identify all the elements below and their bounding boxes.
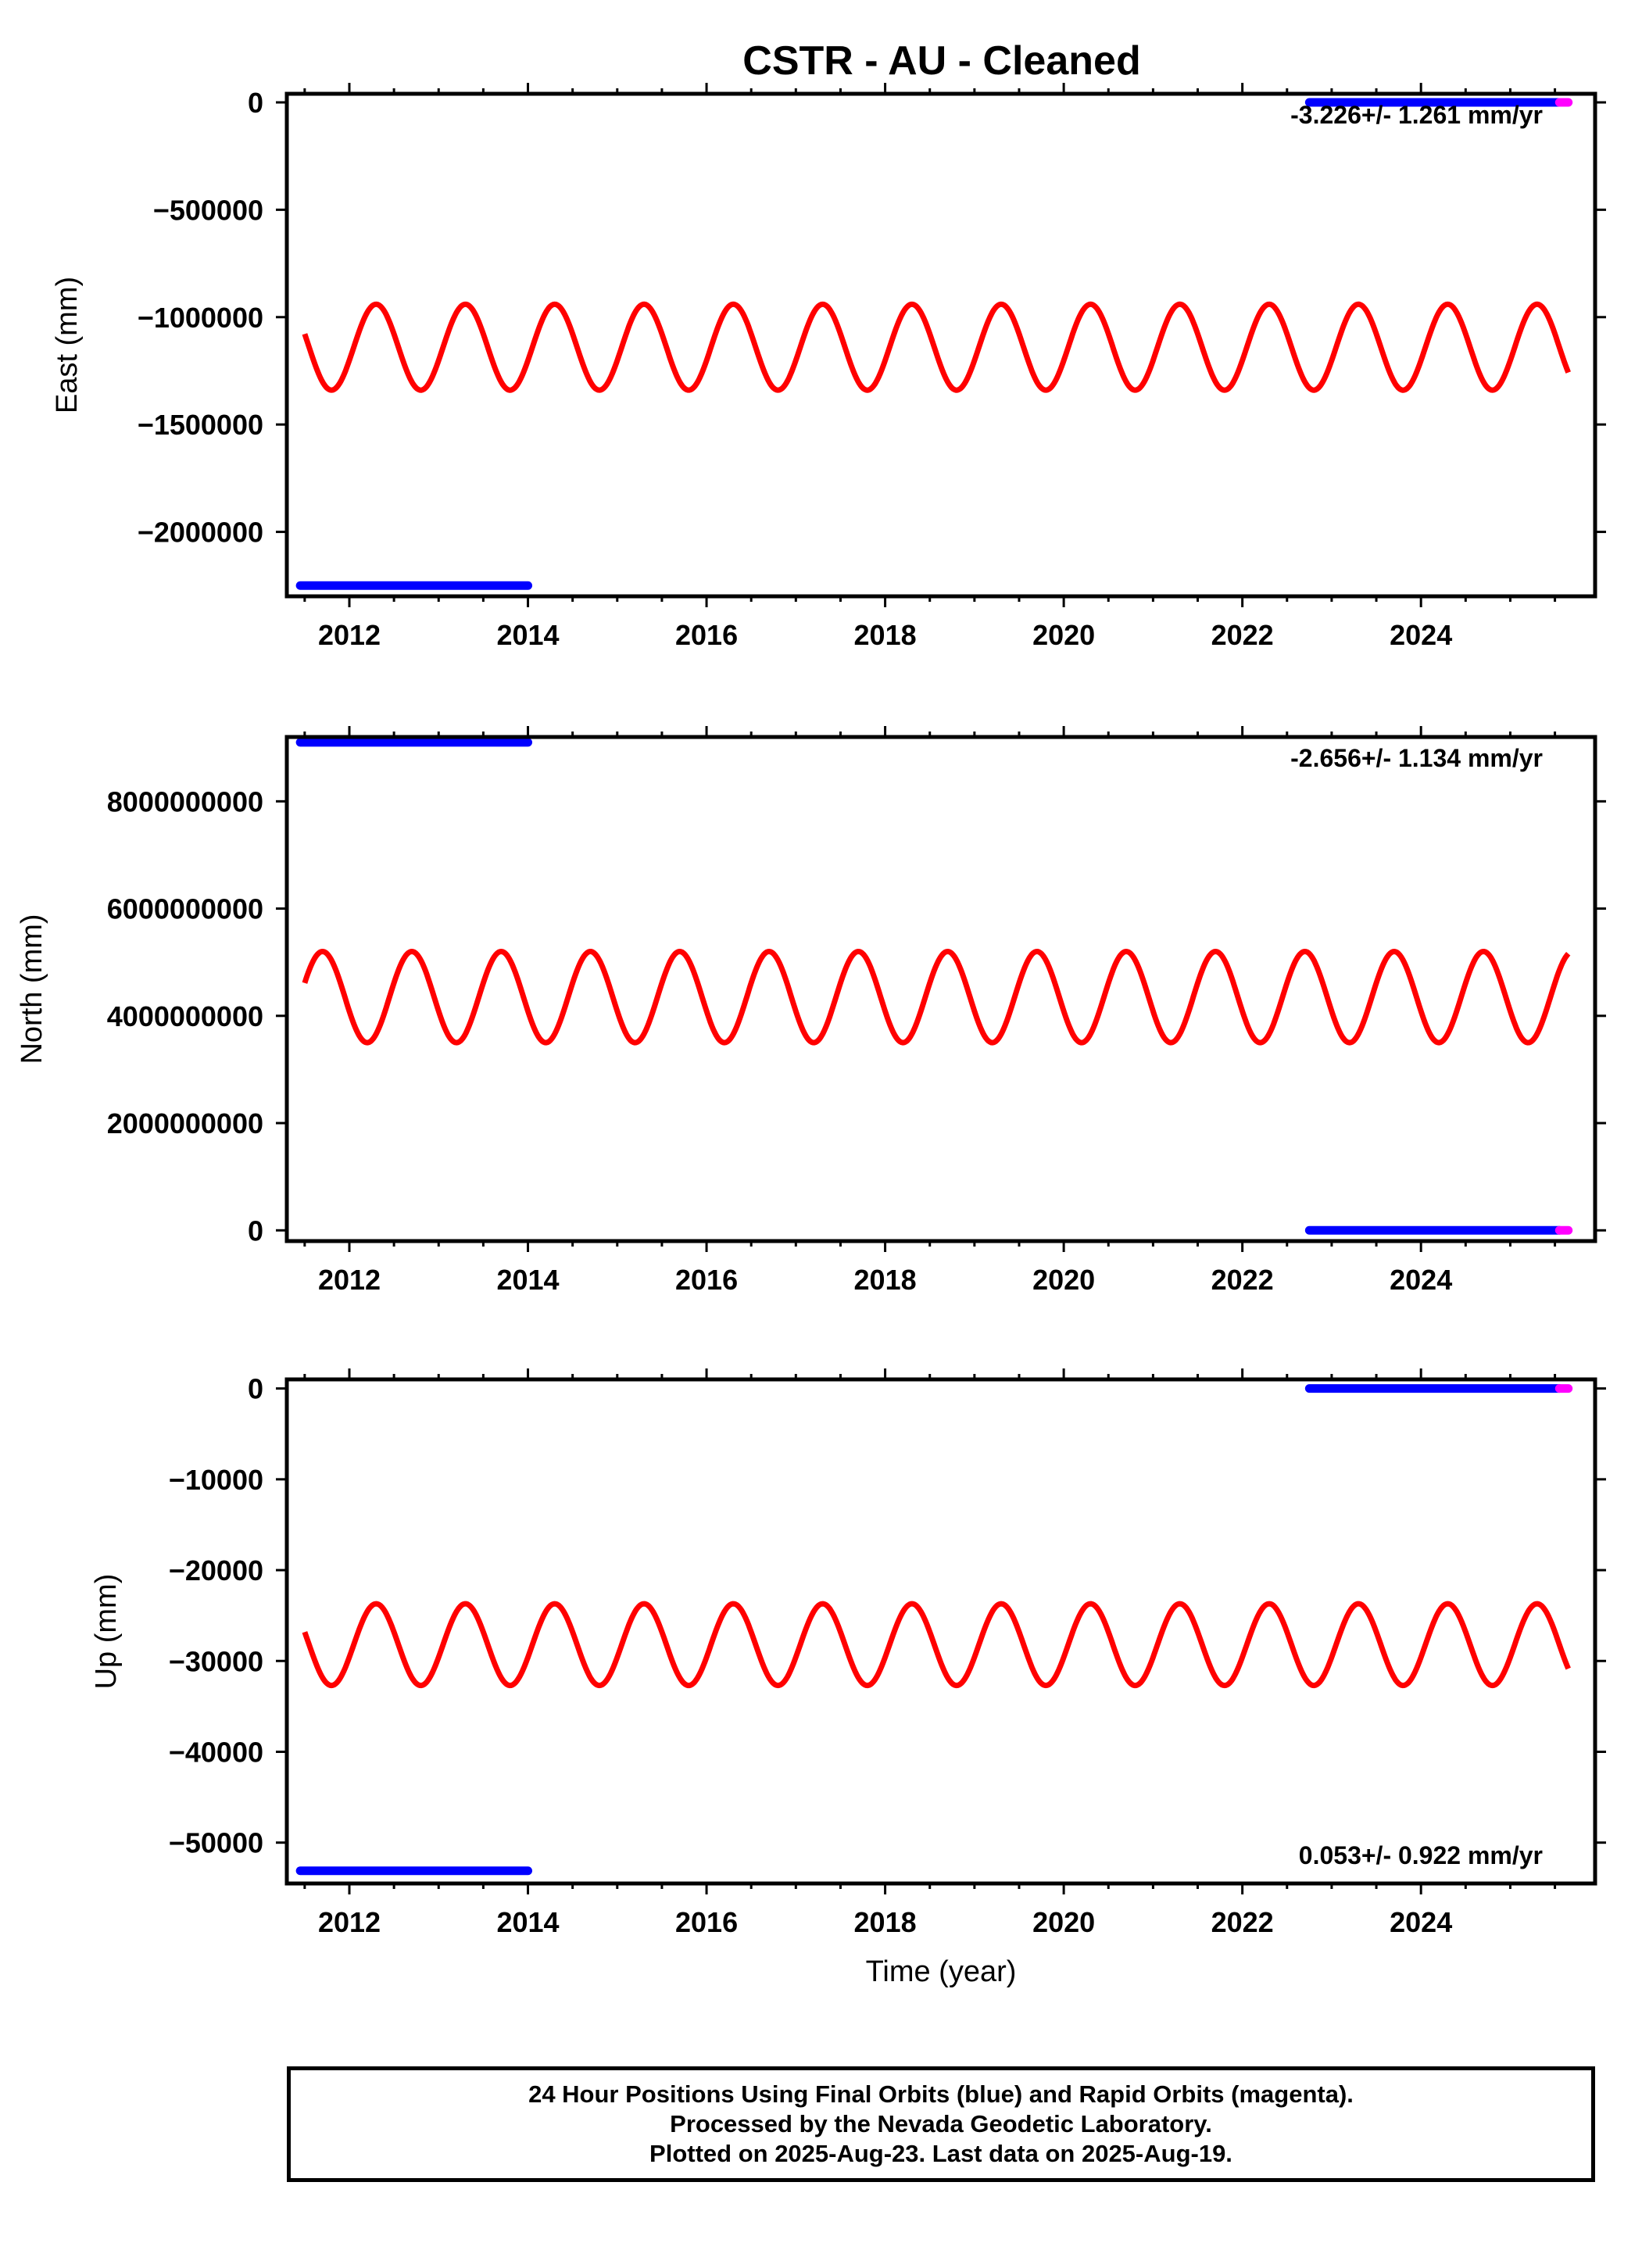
model-fit-line <box>302 301 1571 393</box>
model-fit-line <box>302 949 1571 1046</box>
y-tick-label: 0 <box>248 87 263 119</box>
x-tick-label: 2012 <box>318 1906 381 1938</box>
footer-line-1: 24 Hour Positions Using Final Orbits (bl… <box>528 2080 1354 2108</box>
plot-area <box>295 1384 1573 1876</box>
plot-area <box>295 98 1573 590</box>
y-tick-label: −30000 <box>169 1645 263 1677</box>
x-tick-label: 2014 <box>496 1906 559 1938</box>
y-axis-label: Up (mm) <box>90 1574 123 1690</box>
x-tick-label: 2020 <box>1032 1264 1095 1296</box>
x-tick-label: 2018 <box>854 619 917 651</box>
y-tick-label: −10000 <box>169 1464 263 1496</box>
y-tick-label: 6000000000 <box>107 893 263 925</box>
footer-line-3: Plotted on 2025-Aug-23. Last data on 202… <box>649 2140 1232 2167</box>
x-tick-label: 2014 <box>496 1264 559 1296</box>
x-tick-label: 2022 <box>1211 1906 1274 1938</box>
x-axis-label: Time (year) <box>866 1955 1017 1988</box>
x-tick-label: 2012 <box>318 619 381 651</box>
y-tick-label: −20000 <box>169 1554 263 1587</box>
panel-east: 2012 2014 2016 2018 2020 2022 2024 0 −500000 −100… <box>51 83 1606 651</box>
y-tick-label: −50000 <box>169 1827 263 1859</box>
x-tick-label: 2018 <box>854 1906 917 1938</box>
rate-annotation: 0.053+/- 0.922 mm/yr <box>1299 1841 1543 1869</box>
y-tick-label: −500000 <box>153 194 263 226</box>
x-tick-label: 2022 <box>1211 619 1274 651</box>
rate-annotation: -2.656+/- 1.134 mm/yr <box>1290 744 1543 772</box>
x-tick-label: 2016 <box>675 619 738 651</box>
panel-north: 2012 2014 2016 2018 2020 2022 2024 0 2000000000 4… <box>16 726 1606 1296</box>
plot-frame <box>284 91 1597 599</box>
y-tick-label: −2000000 <box>138 517 263 549</box>
x-tick-label: 2024 <box>1390 1906 1452 1938</box>
y-tick-label: 0 <box>248 1214 263 1247</box>
y-tick-label: 0 <box>248 1373 263 1405</box>
footer-line-2: Processed by the Nevada Geodetic Laborat… <box>670 2110 1212 2137</box>
x-tick-label: 2024 <box>1390 1264 1452 1296</box>
y-tick-label: 4000000000 <box>107 1000 263 1032</box>
x-tick-label: 2016 <box>675 1906 738 1938</box>
model-fit-line <box>302 1601 1571 1689</box>
x-tick-label: 2016 <box>675 1264 738 1296</box>
y-axis-label: East (mm) <box>51 277 84 413</box>
y-tick-label: 2000000000 <box>107 1107 263 1139</box>
footer-box: 24 Hour Positions Using Final Orbits (bl… <box>287 2066 1595 2182</box>
rate-annotation: -3.226+/- 1.261 mm/yr <box>1290 101 1543 129</box>
y-tick-label: −40000 <box>169 1736 263 1768</box>
x-tick-label: 2020 <box>1032 619 1095 651</box>
x-tick-label: 2020 <box>1032 1906 1095 1938</box>
x-tick-label: 2018 <box>854 1264 917 1296</box>
y-tick-label: 8000000000 <box>107 785 263 817</box>
panels: 2012 2014 2016 2018 2020 2022 20240−500000−100… <box>16 83 1606 1988</box>
plot-area <box>295 738 1573 1235</box>
chart-title: CSTR - AU - Cleaned <box>742 38 1140 84</box>
x-tick-label: 2014 <box>496 619 559 651</box>
y-tick-label: −1500000 <box>138 409 263 441</box>
y-tick-label: −1000000 <box>138 302 263 334</box>
plot-frame <box>284 1377 1597 1886</box>
x-tick-label: 2012 <box>318 1264 381 1296</box>
plot-frame <box>284 735 1597 1243</box>
y-axis-label: North (mm) <box>16 914 48 1064</box>
x-tick-label: 2024 <box>1390 619 1452 651</box>
x-tick-label: 2022 <box>1211 1264 1274 1296</box>
panel-up: 2012 2014 2016 2018 2020 2022 2024 0 −10000 −2000… <box>90 1368 1606 1988</box>
